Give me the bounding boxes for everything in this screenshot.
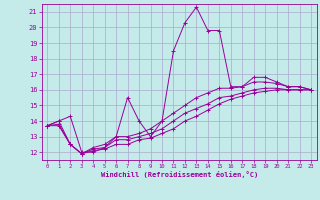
X-axis label: Windchill (Refroidissement éolien,°C): Windchill (Refroidissement éolien,°C) (100, 171, 258, 178)
